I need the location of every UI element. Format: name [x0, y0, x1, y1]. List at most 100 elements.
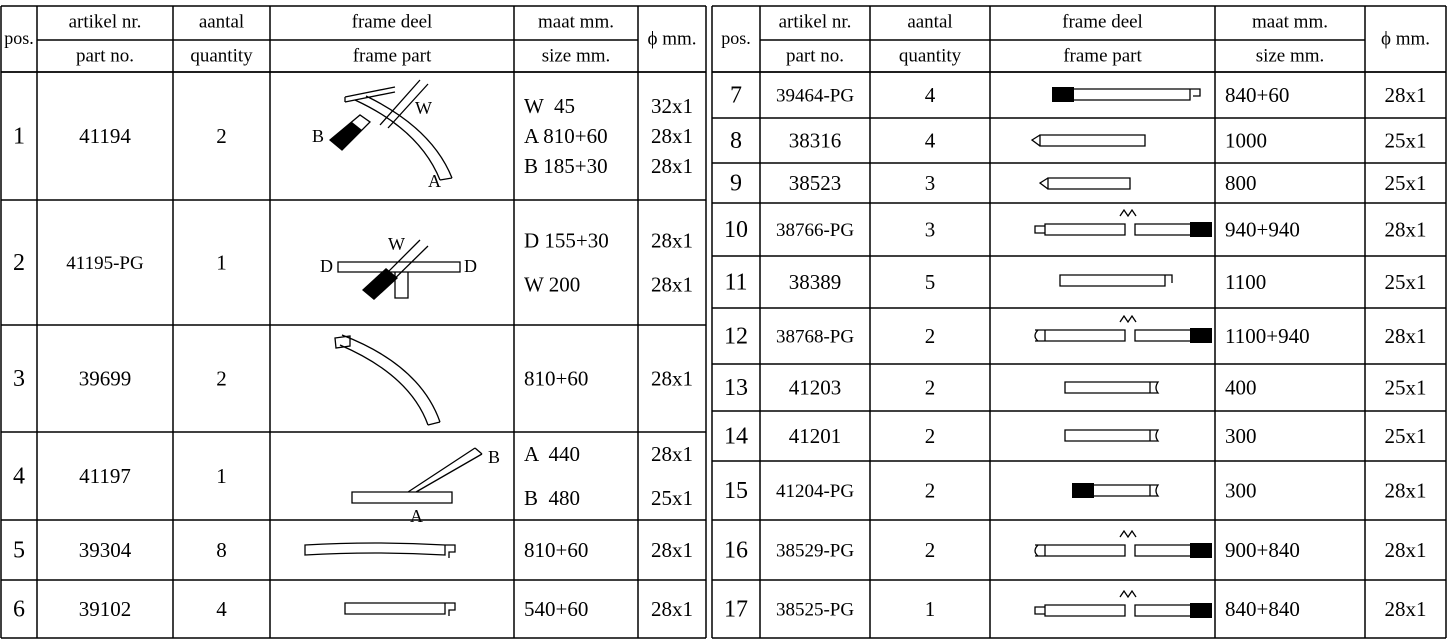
drawing: [362, 268, 398, 300]
diameter-cell: 28x1: [1385, 538, 1427, 562]
drawing-label: D: [464, 256, 477, 276]
header-cell: artikel nr.: [69, 11, 142, 32]
size-cell: B 480: [524, 486, 580, 510]
diameter-cell: 25x1: [1385, 128, 1427, 152]
header-cell: pos.: [721, 28, 751, 48]
quantity-cell: 2: [925, 538, 936, 562]
pos-cell: 9: [730, 171, 742, 197]
part-no-cell: 38766-PG: [776, 220, 854, 241]
drawing-label: B: [312, 126, 324, 146]
quantity-cell: 2: [925, 324, 936, 348]
header-cell: artikel nr.: [779, 11, 852, 32]
header-cell: frame part: [1063, 45, 1142, 66]
drawing: [328, 79, 429, 151]
size-cell: 800: [1225, 171, 1257, 195]
size-cell: 540+60: [524, 597, 588, 621]
part-no-cell: 39464-PG: [776, 85, 854, 106]
part-no-cell: 38768-PG: [776, 326, 854, 347]
pos-cell: 7: [730, 83, 742, 109]
grip: [1052, 87, 1212, 618]
part-no-cell: 39699: [79, 366, 132, 390]
quantity-cell: 3: [925, 217, 936, 241]
quantity-cell: 8: [216, 538, 227, 562]
size-cell: W 200: [524, 272, 580, 296]
quantity-cell: 2: [925, 478, 936, 502]
pos-cell: 2: [13, 250, 25, 276]
part-no-cell: 38523: [789, 171, 842, 195]
pos-cell: 8: [730, 128, 742, 154]
quantity-cell: 4: [925, 83, 936, 107]
size-cell: 1100: [1225, 270, 1266, 294]
diameter-cell: 28x1: [651, 228, 693, 252]
drawing: [354, 95, 453, 181]
header-cell: frame part: [353, 45, 432, 66]
quantity-cell: 2: [216, 124, 227, 148]
pos-cell: 16: [724, 538, 748, 564]
quantity-cell: 2: [925, 424, 936, 448]
part-no-cell: 38525-PG: [776, 599, 854, 620]
header-cell: size mm.: [1256, 45, 1325, 66]
diameter-cell: 32x1: [651, 94, 693, 118]
size-cell: 810+60: [524, 366, 588, 390]
pos-cell: 15: [724, 478, 748, 504]
grid: [0, 5, 1447, 639]
drawing: [351, 447, 483, 504]
diameter-cell: 28x1: [1385, 83, 1427, 107]
size-cell: 900+840: [1225, 538, 1300, 562]
drawing-label: D: [320, 256, 333, 276]
size-cell: W 45: [524, 94, 575, 118]
diameter-cell: 28x1: [1385, 478, 1427, 502]
part-no-cell: 38529-PG: [776, 540, 854, 561]
drawing: [337, 239, 461, 299]
header-cell: quantity: [899, 45, 962, 66]
quantity-cell: 2: [925, 375, 936, 399]
diameter-cell: 25x1: [1385, 270, 1427, 294]
size-cell: 810+60: [524, 538, 588, 562]
part-no-cell: 38316: [789, 128, 842, 152]
part-no-cell: 41194: [79, 124, 131, 148]
drawing: [304, 542, 456, 558]
size-cell: 300: [1225, 478, 1257, 502]
drawing-label: A: [428, 171, 441, 191]
drawing-label: B: [488, 447, 500, 467]
pos-cell: 10: [724, 217, 748, 243]
diameter-cell: 28x1: [1385, 597, 1427, 621]
quantity-cell: 4: [925, 128, 936, 152]
diameter-cell: 28x1: [651, 154, 693, 178]
size-cell: 1000: [1225, 128, 1267, 152]
diameter-cell: 28x1: [651, 597, 693, 621]
part-no-cell: 39102: [79, 597, 132, 621]
header-cell: part no.: [76, 45, 134, 66]
part-no-cell: 41204-PG: [776, 481, 854, 502]
header-cell: ϕ mm.: [647, 28, 696, 49]
size-cell: D 155+30: [524, 228, 609, 252]
diameter-cell: 28x1: [651, 538, 693, 562]
quantity-cell: 5: [925, 270, 936, 294]
size-cell: 400: [1225, 375, 1257, 399]
header-cell: aantal: [199, 11, 244, 32]
header-cell: quantity: [190, 45, 253, 66]
part-no-cell: 41203: [789, 375, 842, 399]
size-cell: A 810+60: [524, 124, 608, 148]
drawing: [1030, 88, 1211, 617]
pos-cell: 1: [13, 124, 25, 150]
header-cell: aantal: [907, 11, 952, 32]
drawing-label: A: [410, 506, 423, 526]
pos-cell: 11: [724, 270, 747, 296]
part-no-cell: 41195-PG: [66, 253, 144, 274]
quantity-cell: 1: [216, 464, 227, 488]
diameter-cell: 28x1: [651, 366, 693, 390]
diameter-cell: 28x1: [651, 124, 693, 148]
drawing: [344, 602, 456, 616]
drawing: [330, 122, 362, 150]
size-cell: B 185+30: [524, 154, 608, 178]
diameter-cell: 25x1: [1385, 424, 1427, 448]
diameter-cell: 28x1: [651, 272, 693, 296]
part-no-cell: 41201: [789, 424, 842, 448]
pos-cell: 17: [724, 597, 748, 623]
pos-cell: 14: [724, 424, 748, 450]
size-cell: A 440: [524, 442, 580, 466]
diameter-cell: 28x1: [1385, 324, 1427, 348]
pos-cell: 12: [724, 324, 748, 350]
header-cell: maat mm.: [1252, 11, 1328, 32]
